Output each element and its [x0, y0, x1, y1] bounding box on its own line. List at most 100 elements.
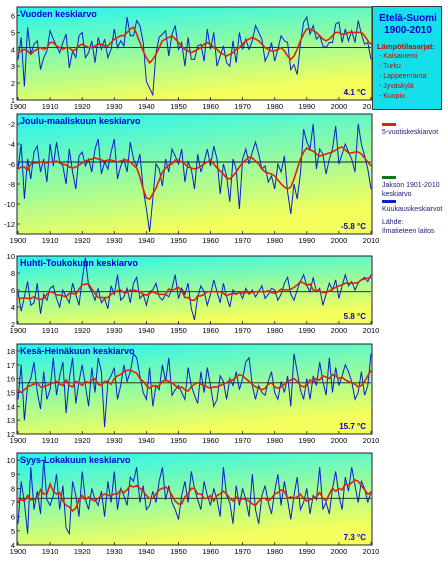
- x-tick-label: 1960: [202, 547, 219, 556]
- legend-ma5-swatch: [382, 123, 396, 126]
- legend-mean-swatch: [382, 176, 396, 179]
- x-tick-label: 1900: [10, 102, 27, 111]
- x-tick-label: 1920: [74, 547, 91, 556]
- x-tick-label: 1920: [74, 436, 91, 445]
- legend-mean-label: Jakson 1901-2010: [382, 182, 440, 189]
- panel-title: Huhti-Toukokuun keskiarvo: [20, 258, 138, 268]
- panel-title: Kesä-Heinäkuun keskiarvo: [20, 346, 135, 356]
- x-tick-label: 1900: [10, 547, 27, 556]
- x-tick-label: 1950: [170, 326, 187, 335]
- legend-raw-label: Kuukausikeskiarvot: [382, 206, 443, 213]
- x-tick-label: 1910: [42, 102, 59, 111]
- x-tick-label: 1930: [106, 436, 123, 445]
- y-tick-label: 5: [11, 28, 15, 37]
- station-item: - Kuopio: [379, 93, 406, 100]
- x-tick-label: 1920: [74, 326, 91, 335]
- plot-area: [16, 343, 373, 435]
- x-tick-label: 1920: [74, 236, 91, 245]
- x-tick-label: 1970: [234, 102, 251, 111]
- five-year-average-series: [17, 26, 372, 65]
- x-tick-label: 1990: [298, 236, 315, 245]
- x-tick-label: 2010: [363, 547, 380, 556]
- x-tick-label: 1960: [202, 436, 219, 445]
- y-tick-label: 2: [11, 79, 15, 88]
- y-tick-label: 2: [11, 320, 15, 329]
- x-tick-label: 2010: [363, 236, 380, 245]
- x-tick-label: 1990: [298, 326, 315, 335]
- five-year-average-series: [17, 369, 372, 394]
- x-tick-label: 1950: [170, 436, 187, 445]
- y-tick-label: 14: [7, 402, 15, 411]
- y-tick-label: -4: [8, 140, 15, 149]
- y-tick-label: 3: [11, 62, 15, 71]
- legend-ma5-label: 5-vuotiskeskiarvot: [382, 129, 439, 136]
- five-year-average-series: [17, 478, 372, 513]
- station-item: - Turku: [379, 63, 401, 70]
- legend-raw-swatch: [382, 200, 396, 203]
- stations-heading: Lämpötilasarjat:: [377, 42, 435, 51]
- plot-area: [16, 6, 373, 101]
- x-tick-label: 1990: [298, 547, 315, 556]
- x-tick-label: 1910: [42, 326, 59, 335]
- y-tick-label: -6: [8, 160, 15, 169]
- x-tick-label: 1940: [138, 102, 155, 111]
- y-tick-label: 10: [7, 456, 15, 465]
- legend-title: Etelä-Suomi: [379, 13, 437, 24]
- panel-title: Syys-Lokakuun keskiarvo: [20, 455, 131, 465]
- x-tick-label: 2010: [363, 326, 380, 335]
- y-tick-label: -8: [8, 180, 15, 189]
- x-tick-label: 1990: [298, 436, 315, 445]
- x-tick-label: 1990: [298, 102, 315, 111]
- x-tick-label: 2000: [331, 236, 348, 245]
- station-item: - Kaisaniemi: [379, 53, 418, 60]
- x-tick-label: 1900: [10, 436, 27, 445]
- seasonal-mean-series: [17, 123, 372, 233]
- seasonal-mean-series: [17, 352, 372, 428]
- y-tick-label: 8: [11, 269, 15, 278]
- x-tick-label: 1970: [234, 436, 251, 445]
- y-tick-label: 13: [7, 416, 15, 425]
- y-tick-label: 7: [11, 499, 15, 508]
- y-tick-label: 9: [11, 470, 15, 479]
- panel-title: Joulu-maaliskuun keskiarvo: [20, 116, 141, 126]
- x-tick-label: 1980: [266, 547, 283, 556]
- legend-subtitle: 1900-2010: [384, 25, 432, 36]
- y-tick-label: 15: [7, 388, 15, 397]
- legend-mean-label-2: keskiarvo: [382, 191, 412, 198]
- y-tick-label: 17: [7, 361, 15, 370]
- source-value: Ilmatieteen laitos: [382, 228, 435, 235]
- x-tick-label: 2010: [363, 436, 380, 445]
- panel-3: 2 4 6 8 10 1900 1910 1920 1930 1940 1950 1960 1970 19…: [7, 252, 380, 335]
- x-tick-label: 1960: [202, 236, 219, 245]
- y-tick-label: 5: [11, 527, 15, 536]
- seasonal-mean-series: [17, 15, 372, 97]
- x-tick-label: 1950: [170, 236, 187, 245]
- x-tick-label: 1930: [106, 547, 123, 556]
- x-tick-label: 2000: [331, 102, 348, 111]
- y-tick-label: 16: [7, 375, 15, 384]
- x-tick-label: 1960: [202, 326, 219, 335]
- y-tick-label: 18: [7, 347, 15, 356]
- y-tick-label: -2: [8, 120, 15, 129]
- mean-value-label: 15.7 °C: [339, 422, 366, 431]
- legend-box: Etelä-Suomi 1900-2010 Lämpötilasarjat: -…: [372, 6, 442, 110]
- x-tick-label: 1980: [266, 102, 283, 111]
- x-tick-label: 2000: [331, 547, 348, 556]
- y-tick-label: 4: [11, 303, 15, 312]
- y-tick-label: -12: [4, 220, 15, 229]
- x-tick-label: 1980: [266, 236, 283, 245]
- x-tick-label: 1910: [42, 236, 59, 245]
- y-tick-label: 6: [11, 11, 15, 20]
- x-tick-label: 1970: [234, 547, 251, 556]
- x-tick-label: 1980: [266, 326, 283, 335]
- plot-area: [16, 113, 373, 235]
- x-tick-label: 1940: [138, 436, 155, 445]
- y-tick-label: 10: [7, 252, 15, 261]
- y-tick-label: 6: [11, 513, 15, 522]
- y-tick-label: 4: [11, 45, 15, 54]
- panel-2: -2 -4 -6 -8 -10 -12 1900 1910 1920 1930 1940 1950 19…: [4, 113, 380, 245]
- x-tick-label: 1970: [234, 236, 251, 245]
- x-tick-label: 1950: [170, 547, 187, 556]
- x-tick-label: 1900: [10, 236, 27, 245]
